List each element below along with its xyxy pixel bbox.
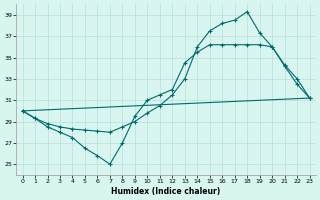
- X-axis label: Humidex (Indice chaleur): Humidex (Indice chaleur): [111, 187, 221, 196]
